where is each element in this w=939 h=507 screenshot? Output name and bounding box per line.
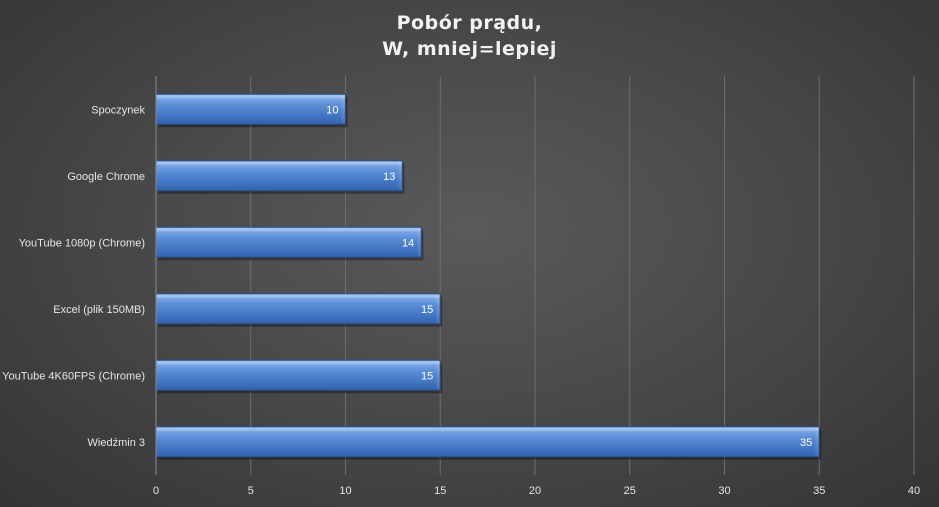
category-label: Wiedźmin 3 bbox=[88, 437, 145, 449]
x-tick-label: 15 bbox=[434, 485, 446, 497]
bar-highlight bbox=[157, 95, 345, 99]
x-tick-label: 5 bbox=[248, 485, 254, 497]
bar-bevel bbox=[397, 161, 402, 190]
x-tick-label: 35 bbox=[813, 485, 825, 497]
bar-bevel bbox=[435, 294, 440, 323]
chart-title-line-2: W, mniej=lepiej bbox=[382, 38, 557, 60]
bar-value-label: 35 bbox=[800, 437, 812, 449]
bar-value-label: 10 bbox=[326, 104, 338, 116]
bar-value-label: 14 bbox=[402, 237, 414, 249]
bar-bevel bbox=[435, 361, 440, 390]
bar-value-label: 15 bbox=[421, 370, 433, 382]
bar-highlight bbox=[157, 228, 421, 232]
bar-highlight bbox=[157, 361, 440, 365]
x-tick-label: 20 bbox=[529, 485, 541, 497]
category-label: YouTube 4K60FPS (Chrome) bbox=[2, 370, 145, 382]
x-tick-label: 25 bbox=[624, 485, 636, 497]
bars: 10 13 14 15 15 35 bbox=[155, 93, 822, 460]
x-tick-label: 10 bbox=[339, 485, 351, 497]
category-label: Google Chrome bbox=[67, 171, 145, 183]
bar bbox=[155, 426, 820, 458]
bar-bevel bbox=[814, 427, 819, 456]
bar bbox=[155, 160, 403, 192]
bar bbox=[155, 93, 346, 125]
x-tick-label: 40 bbox=[908, 485, 920, 497]
gridlines bbox=[250, 76, 915, 475]
bar-highlight bbox=[157, 427, 819, 431]
bar bbox=[155, 293, 441, 325]
axes: 0 5 10 15 20 25 30 35 40 Spoczynek Google Chrome Yo… bbox=[2, 76, 920, 497]
bar bbox=[155, 226, 422, 258]
bar bbox=[155, 359, 441, 391]
bar-highlight bbox=[157, 161, 402, 165]
chart-title-line-1: Pobór prądu, bbox=[396, 12, 543, 34]
x-tick-label: 0 bbox=[153, 485, 159, 497]
category-label: YouTube 1080p (Chrome) bbox=[19, 237, 145, 249]
category-label: Spoczynek bbox=[91, 104, 145, 116]
bar-bevel bbox=[416, 228, 421, 257]
bar-value-label: 15 bbox=[421, 304, 433, 316]
bar-bevel bbox=[340, 95, 345, 124]
category-label: Excel (plik 150MB) bbox=[53, 304, 145, 316]
chart-title: Pobór prądu, W, mniej=lepiej bbox=[0, 10, 939, 62]
x-tick-label: 30 bbox=[718, 485, 730, 497]
bar-highlight bbox=[157, 294, 440, 298]
bar-value-label: 13 bbox=[383, 171, 395, 183]
